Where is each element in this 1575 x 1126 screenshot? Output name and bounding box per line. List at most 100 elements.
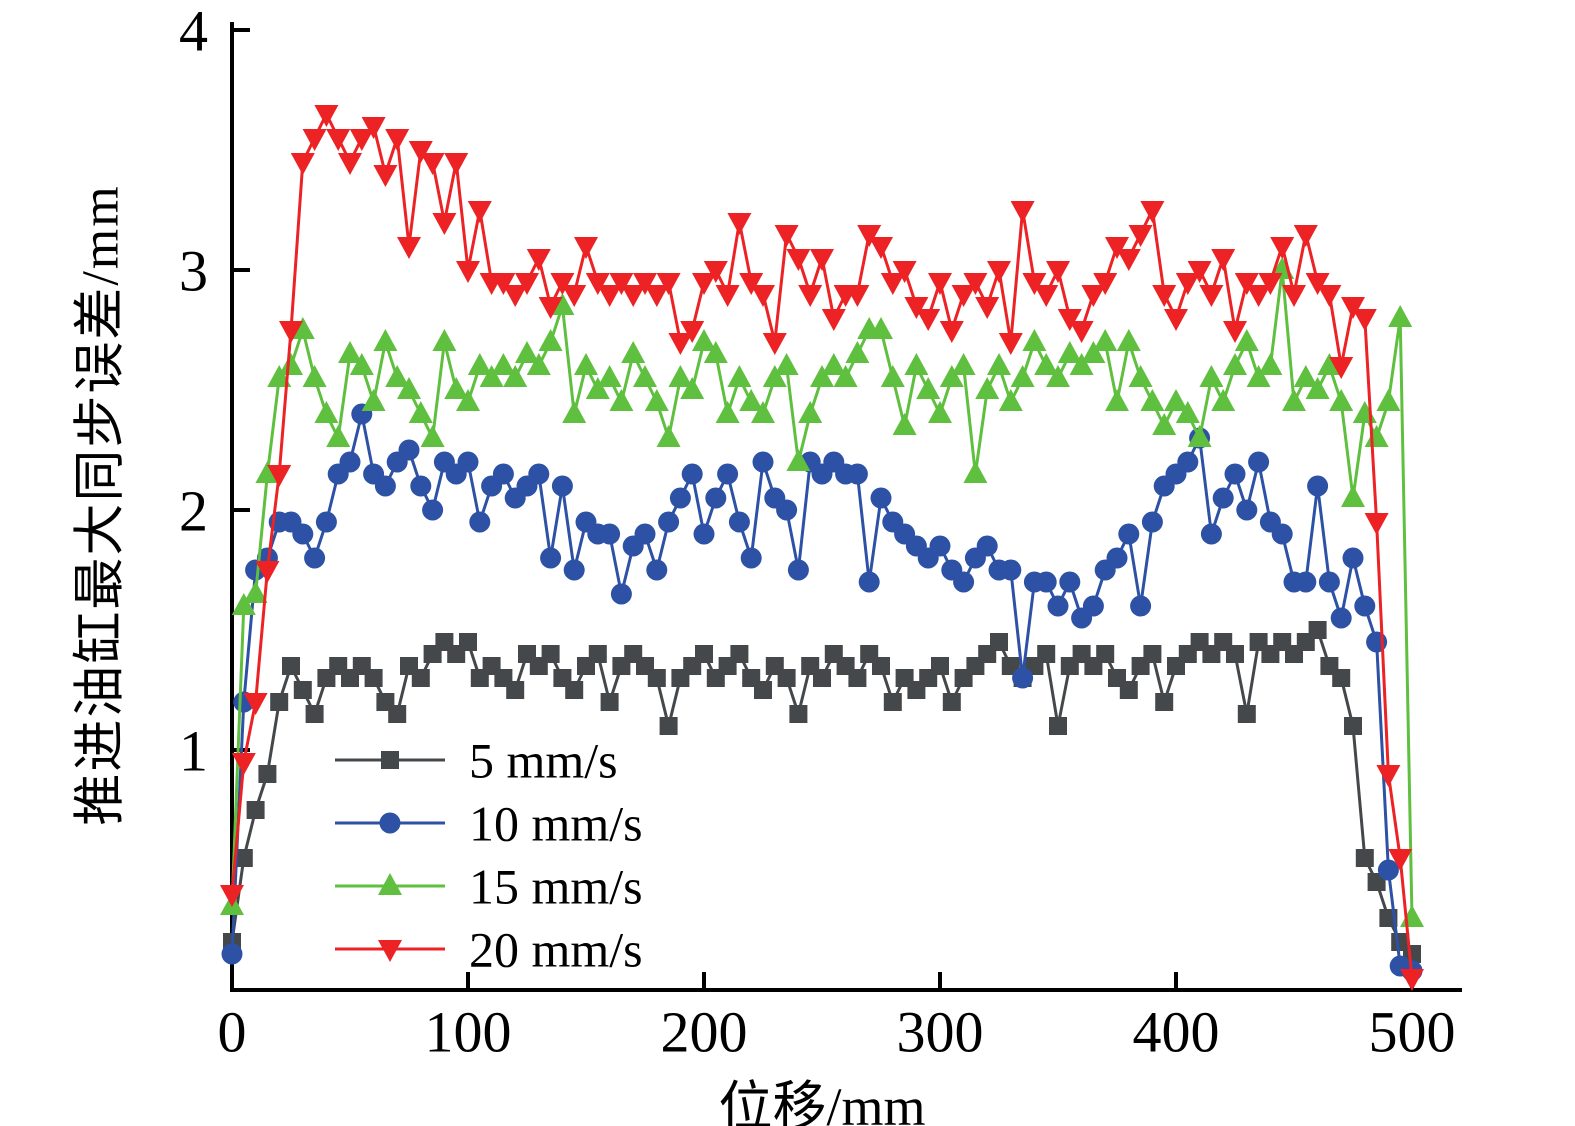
square-marker [293,681,312,699]
circle-marker [1212,487,1234,509]
circle-marker [528,463,550,485]
x-axis-title: 位移/mm [718,1077,926,1126]
triangle-up-marker [963,461,988,483]
square-marker [246,801,265,819]
triangle-up-marker [644,389,669,411]
triangle-up-marker [397,377,421,399]
triangle-down-marker [633,273,657,295]
triangle-down-marker [892,261,917,283]
triangle-down-marker [1258,273,1283,295]
triangle-down-marker [444,153,469,175]
triangle-up-marker [821,353,846,375]
circle-marker [410,475,432,497]
square-marker [1119,681,1138,699]
triangle-down-marker [1081,285,1106,307]
triangle-down-marker [703,261,728,283]
triangle-up-marker [302,365,327,387]
square-marker [1155,693,1174,711]
circle-marker [304,547,326,569]
triangle-up-marker [762,365,787,387]
circle-marker [1200,523,1222,545]
triangle-down-marker [786,249,811,271]
circle-marker [717,463,739,485]
triangle-down-marker [963,273,988,295]
triangle-down-marker [739,273,764,295]
triangle-up-marker [255,461,280,483]
triangle-up-marker [1128,365,1153,387]
circle-marker [634,523,656,545]
triangle-up-marker [798,401,823,423]
circle-marker [1106,547,1128,569]
square-marker [459,633,477,651]
triangle-down-marker [1400,969,1424,991]
circle-marker [551,475,573,497]
triangle-up-marker [267,365,292,387]
triangle-down-marker [1341,297,1365,319]
square-marker [1308,621,1327,639]
circle-marker [379,812,401,834]
square-marker [1037,645,1056,663]
triangle-up-marker [338,341,362,363]
triangle-up-marker [1388,305,1413,327]
triangle-down-marker [1293,225,1318,247]
circle-marker [976,535,998,557]
triangle-up-marker [456,389,480,411]
triangle-up-marker [1376,389,1401,411]
triangle-down-marker [762,333,787,355]
triangle-up-marker [1364,425,1389,447]
triangle-down-marker [951,285,976,307]
triangle-down-marker [562,285,587,307]
triangle-up-marker [692,329,716,351]
square-marker [872,657,890,675]
triangle-down-marker [1282,285,1306,307]
circle-marker [1271,523,1293,545]
circle-marker [1248,451,1270,473]
triangle-up-marker [326,425,351,447]
circle-marker [1118,523,1140,545]
triangle-up-marker [916,377,941,399]
triangle-up-marker [361,389,386,411]
triangle-up-marker [432,329,457,351]
triangle-down-marker [1388,849,1413,871]
triangle-down-marker [1352,309,1377,331]
circle-marker [1177,451,1199,473]
triangle-up-marker [1105,389,1129,411]
triangle-up-marker [786,449,811,471]
triangle-up-marker [715,401,740,423]
triangle-down-marker [338,153,362,175]
triangle-up-marker [1069,353,1094,375]
triangle-down-marker [798,285,823,307]
triangle-down-marker [1376,765,1401,787]
triangle-up-marker [1282,389,1306,411]
triangle-down-marker [644,285,669,307]
circle-marker [646,559,668,581]
triangle-down-marker [656,273,681,295]
square-marker [990,633,1008,651]
square-marker [364,669,383,687]
x-tick-label: 300 [897,1000,984,1065]
triangle-down-marker [432,213,457,235]
triangle-down-marker [751,285,775,307]
y-tick-label: 4 [179,0,208,63]
square-marker [565,681,584,699]
square-marker [647,669,666,687]
triangle-up-marker [378,873,402,895]
circle-marker [669,487,691,509]
triangle-down-marker [1093,273,1118,295]
triangle-up-marker [1317,353,1342,375]
triangle-up-marker [1140,389,1165,411]
triangle-down-marker [408,141,433,163]
y-axis-ticks: 1 2 3 4 [179,0,250,783]
circle-marker [1047,595,1069,617]
triangle-down-marker [1022,273,1047,295]
triangle-up-marker [1246,365,1271,387]
triangle-down-marker [1364,513,1389,535]
triangle-up-marker [751,401,775,423]
square-marker [1226,645,1244,663]
triangle-down-marker [397,237,421,259]
triangle-down-marker [998,333,1023,355]
square-marker [381,751,399,769]
square-marker [305,705,324,723]
triangle-down-marker [279,321,303,343]
